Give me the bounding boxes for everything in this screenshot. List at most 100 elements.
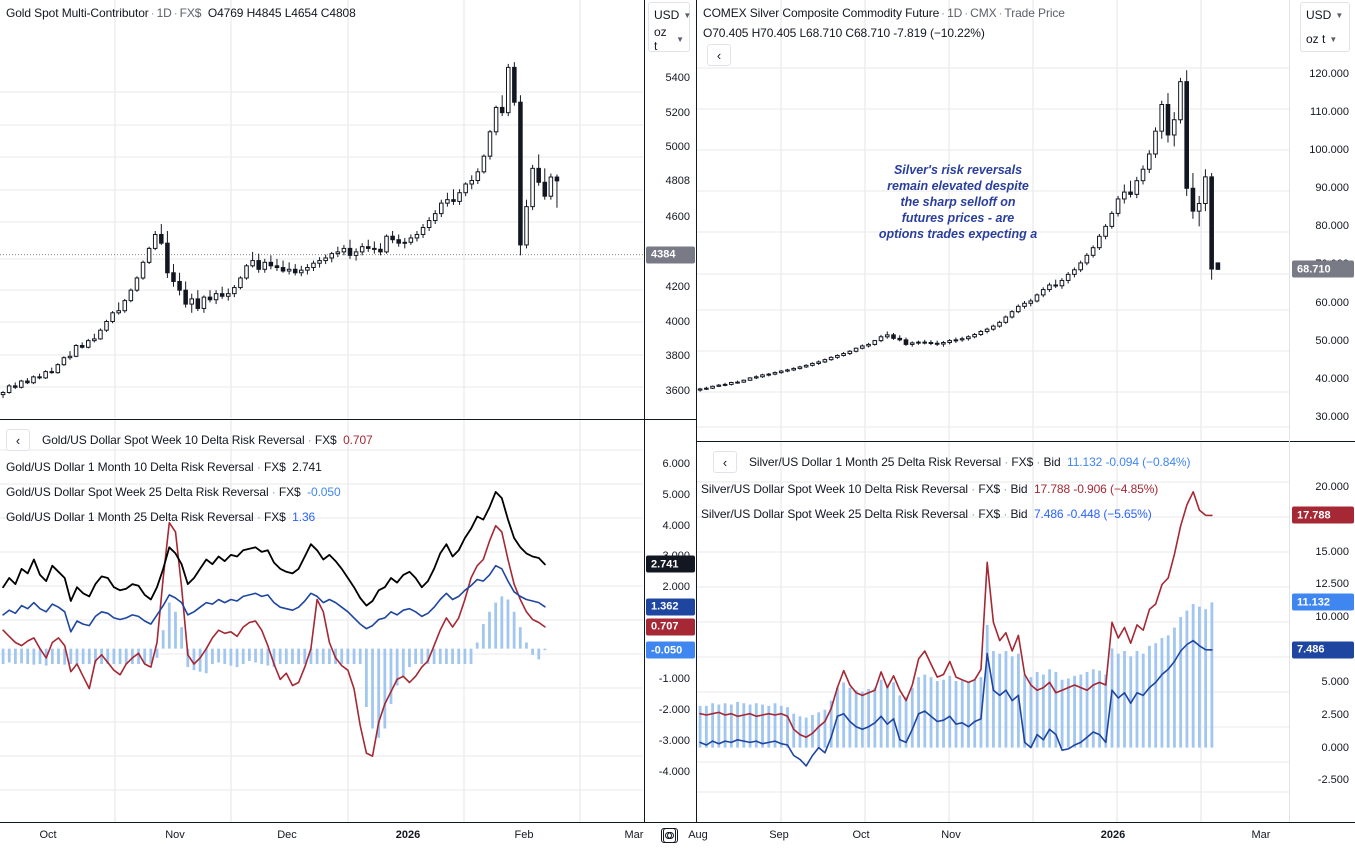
gold-scale-selector[interactable]: USD ▼ oz t ▼ (648, 2, 692, 53)
y-axis-price-badge: 1.362 (646, 598, 695, 616)
y-axis-tick: 110.000 (1310, 106, 1349, 119)
y-axis-tick: 60.000 (1315, 296, 1349, 309)
y-axis-price-badge: 2.741 (646, 555, 695, 573)
chevron-left-icon[interactable]: ‹ (713, 451, 737, 473)
legend-row[interactable]: Silver/US Dollar Spot Week 25 Delta Risk… (701, 502, 1190, 526)
y-axis-tick: 5.000 (662, 489, 690, 502)
y-axis-tick: -1.000 (658, 673, 690, 686)
chevron-left-icon[interactable]: ‹ (6, 429, 30, 451)
legend-row[interactable]: Gold/US Dollar Spot Week 25 Delta Risk R… (6, 480, 373, 504)
y-axis-tick: -4.000 (658, 765, 690, 778)
gold-unit-label: oz t (654, 25, 667, 53)
y-axis-tick: 90.000 (1315, 182, 1349, 195)
gold-price-plot[interactable] (0, 0, 643, 418)
legend-row[interactable]: Gold/US Dollar 1 Month 10 Delta Risk Rev… (6, 455, 373, 479)
legend-series-name[interactable]: Gold/US Dollar 1 Month 25 Delta Risk Rev… (6, 510, 316, 524)
silver-rr-panel: ‹ Silver/US Dollar 1 Month 25 Delta Risk … (697, 442, 1289, 822)
y-axis-tick: 2.000 (662, 581, 690, 594)
x-axis-tick: Nov (941, 829, 961, 841)
x-axis-tick: Dec (277, 829, 297, 841)
silver-unit-row[interactable]: oz t ▼ (1301, 27, 1349, 51)
chevron-down-icon: ▼ (683, 10, 692, 20)
gold-price-panel: Gold Spot Multi-Contributor · 1D · FX$ O4769… (0, 0, 643, 418)
y-axis-price-badge: -0.050 (646, 641, 695, 659)
axis-separator-left (1289, 0, 1290, 822)
gold-rr-y-axis[interactable]: 6.0005.0004.0003.0002.000-1.000-2.000-3.… (644, 420, 696, 822)
y-axis-tick: 80.000 (1315, 220, 1349, 233)
gold-price-y-axis[interactable]: 5400 5200 5000 4808 4600 4200 4000 3800 3600 4384 (644, 0, 696, 418)
x-axis-tick: Mar (1251, 829, 1271, 841)
silver-rr-plot[interactable] (697, 442, 1289, 822)
x-axis-tick: Mar (624, 829, 644, 841)
x-axis-tick: 2026 (1100, 829, 1126, 841)
silver-price-plot[interactable] (697, 0, 1289, 440)
silver-currency-row[interactable]: USD ▼ (1301, 3, 1349, 27)
y-axis-tick: 50.000 (1315, 334, 1349, 347)
silver-scale-selector[interactable]: USD ▼ oz t ▼ (1300, 2, 1350, 52)
silver-ohlc-values: O70.405 H70.405 L68.710 C68.710 -7.819 (… (703, 26, 985, 40)
gold-symbol-title[interactable]: Gold Spot Multi-Contributor (6, 6, 149, 20)
y-axis-tick: 4808 (665, 174, 690, 187)
gold-rr-panel: ‹ Gold/US Dollar Spot Week 10 Delta Risk … (0, 420, 643, 822)
legend-row[interactable]: Silver/US Dollar Spot Week 10 Delta Risk… (701, 477, 1190, 501)
silver-price-y-axis[interactable]: 120.000110.000100.00090.00080.00070.0006… (1290, 0, 1355, 440)
legend-series-name[interactable]: Gold/US Dollar Spot Week 10 Delta Risk R… (42, 433, 373, 447)
y-axis-price-badge: 4384 (646, 246, 695, 264)
gold-unit-row[interactable]: oz t ▼ (649, 25, 689, 53)
legend-row[interactable]: ‹ Silver/US Dollar 1 Month 25 Delta Risk … (701, 450, 1190, 474)
legend-row[interactable]: ‹ Gold/US Dollar Spot Week 10 Delta Risk … (6, 428, 373, 452)
y-axis-tick: 5400 (665, 71, 690, 84)
vertical-panel-divider[interactable] (644, 0, 645, 822)
right-x-axis[interactable]: Aug Sep Oct Nov 2026 Mar (663, 823, 1289, 848)
y-axis-tick: 4000 (665, 315, 690, 328)
legend-series-name[interactable]: Silver/US Dollar 1 Month 25 Delta Risk R… (749, 455, 1191, 469)
gold-currency-row[interactable]: USD ▼ (649, 3, 692, 27)
legend-series-name[interactable]: Gold/US Dollar 1 Month 10 Delta Risk Rev… (6, 460, 322, 474)
x-axis-tick: 2026 (395, 829, 421, 841)
gold-rr-plot[interactable] (0, 420, 643, 822)
silver-feed: Trade Price (1004, 6, 1065, 20)
y-axis-price-badge: 17.788 (1292, 506, 1354, 524)
legend-row[interactable]: Gold/US Dollar 1 Month 25 Delta Risk Rev… (6, 505, 373, 529)
legend-series-value: -0.050 (307, 485, 341, 499)
right-panes-divider[interactable] (697, 441, 1355, 442)
x-axis-tick: Nov (165, 829, 185, 841)
y-axis-tick: 40.000 (1315, 372, 1349, 385)
y-axis-price-badge: 0.707 (646, 618, 695, 636)
y-axis-tick: 120.000 (1309, 68, 1349, 81)
silver-rr-y-axis[interactable]: 20.000 15.000 12.500 10.000 5.000 2.500 0.000 -… (1290, 442, 1355, 822)
y-axis-tick: 0.000 (1321, 741, 1349, 754)
crosshair-sync-icon-right[interactable] (663, 828, 678, 843)
chevron-down-icon: ▼ (676, 34, 684, 44)
y-axis-tick: 30.000 (1315, 410, 1349, 423)
gold-ohlc-values: O4769 H4845 L4654 C4808 (207, 6, 356, 20)
legend-series-name[interactable]: Gold/US Dollar Spot Week 25 Delta Risk R… (6, 485, 341, 499)
bottom-xaxis-divider (0, 822, 1355, 823)
left-panes-divider[interactable] (0, 419, 696, 420)
left-x-axis[interactable]: Oct Nov Dec 2026 Feb Mar (0, 823, 644, 848)
x-axis-tick: Oct (39, 829, 57, 841)
x-axis-tick: Sep (769, 829, 789, 841)
legend-series-name[interactable]: Silver/US Dollar Spot Week 25 Delta Risk… (701, 507, 1152, 521)
y-axis-tick: 5.000 (1321, 676, 1349, 689)
y-axis-tick: 12.500 (1315, 578, 1349, 591)
x-axis-tick: Oct (852, 829, 870, 841)
legend-series-value: 2.741 (292, 460, 322, 474)
vertical-panel-divider-2[interactable] (696, 0, 697, 822)
gold-interval[interactable]: 1D (156, 6, 172, 20)
y-axis-price-badge: 68.710 (1292, 260, 1354, 278)
silver-symbol-title[interactable]: COMEX Silver Composite Commodity Future (703, 6, 940, 20)
silver-back-button[interactable]: ‹ (707, 44, 731, 66)
chevron-left-icon[interactable]: ‹ (707, 44, 731, 66)
legend-series-value: 1.36 (292, 510, 316, 524)
silver-annotation-text: Silver's risk reversals remain elevated … (878, 163, 1038, 241)
legend-series-name[interactable]: Silver/US Dollar Spot Week 10 Delta Risk… (701, 482, 1159, 496)
gold-price-header: Gold Spot Multi-Contributor · 1D · FX$ O4769… (6, 6, 356, 20)
y-axis-tick: 100.000 (1309, 144, 1349, 157)
silver-exchange: CMX (970, 6, 997, 20)
legend-series-value: 17.788 (1033, 482, 1071, 496)
silver-interval[interactable]: 1D (947, 6, 963, 20)
y-axis-tick: 4600 (665, 211, 690, 224)
y-axis-tick: 3600 (665, 385, 690, 398)
